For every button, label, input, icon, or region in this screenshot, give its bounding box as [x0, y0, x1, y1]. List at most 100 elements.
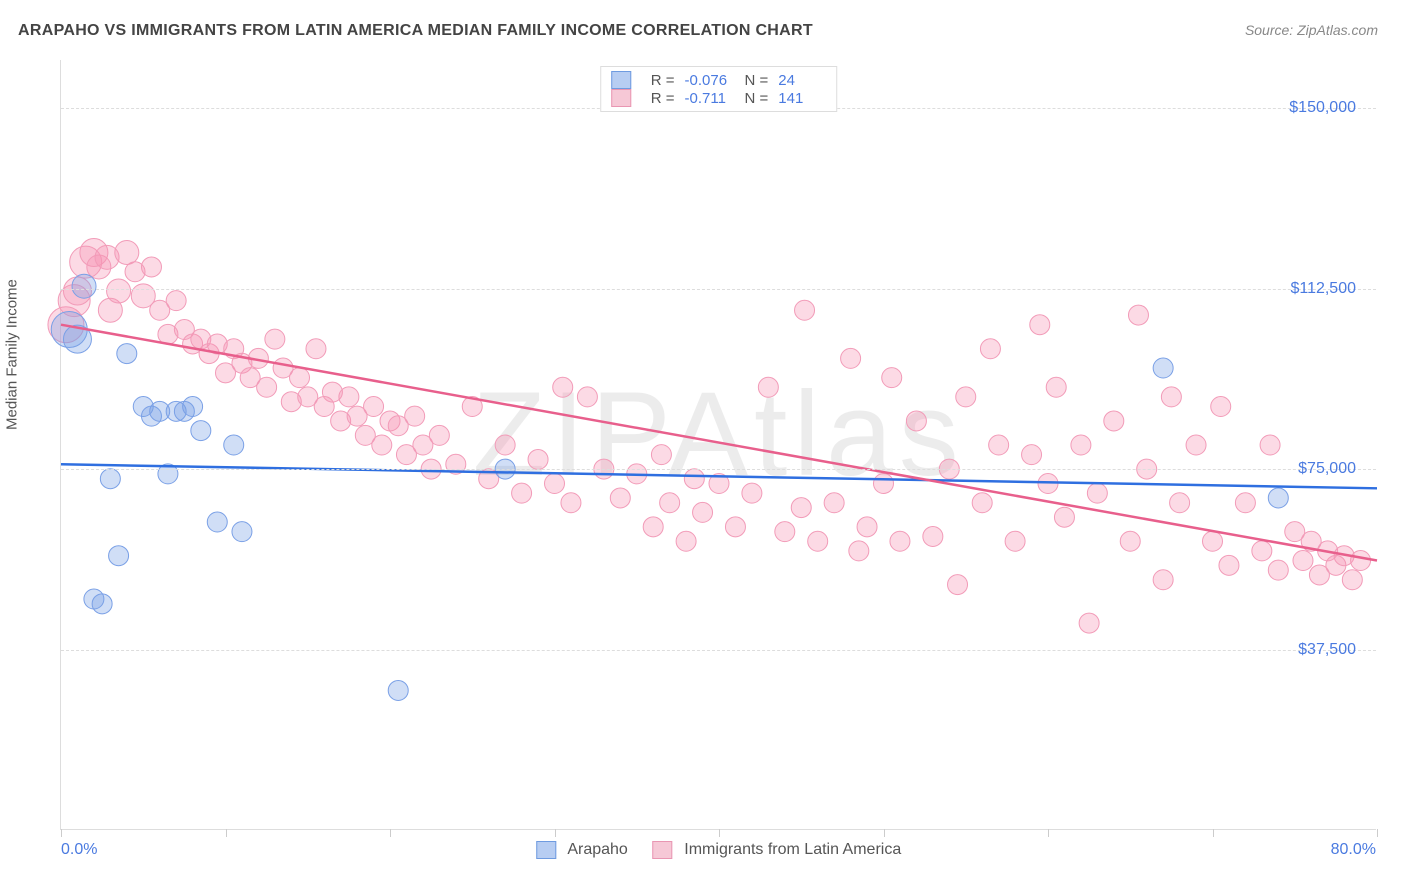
gridline [61, 289, 1376, 290]
data-point [388, 680, 408, 700]
data-point [1351, 551, 1371, 571]
data-point [92, 594, 112, 614]
data-point [1260, 435, 1280, 455]
data-point [989, 435, 1009, 455]
data-point [643, 517, 663, 537]
x-tick [390, 829, 391, 837]
chart-container: Median Family Income ZIPAtlas R = -0.076… [18, 60, 1388, 870]
data-point [265, 329, 285, 349]
data-point [1022, 445, 1042, 465]
data-point [372, 435, 392, 455]
data-point [758, 377, 778, 397]
x-tick [226, 829, 227, 837]
data-point [117, 344, 137, 364]
data-point [1203, 531, 1223, 551]
data-point [339, 387, 359, 407]
data-point [1071, 435, 1091, 455]
n-value-latinamerica: 141 [778, 90, 826, 107]
gridline [61, 650, 1376, 651]
data-point [1268, 488, 1288, 508]
data-point [980, 339, 1000, 359]
data-point [364, 397, 384, 417]
data-point [1153, 358, 1173, 378]
n-label: N = [745, 72, 769, 89]
data-point [956, 387, 976, 407]
legend-chip-latinamerica-icon [652, 841, 672, 859]
x-axis-min-label: 0.0% [61, 841, 97, 859]
source-attribution: Source: ZipAtlas.com [1245, 22, 1378, 38]
legend-item-latinamerica: Immigrants from Latin America [652, 841, 901, 859]
data-point [791, 498, 811, 518]
x-tick [884, 829, 885, 837]
data-point [1128, 305, 1148, 325]
x-axis-max-label: 80.0% [1331, 841, 1376, 859]
legend-row-arapaho: R = -0.076 N = 24 [611, 71, 827, 89]
data-point [1268, 560, 1288, 580]
data-point [1252, 541, 1272, 561]
data-point [207, 512, 227, 532]
data-point [1030, 315, 1050, 335]
data-point [115, 241, 139, 265]
data-point [651, 445, 671, 465]
data-point [972, 493, 992, 513]
data-point [775, 522, 795, 542]
legend-chip-arapaho-icon [536, 841, 556, 859]
data-point [545, 474, 565, 494]
data-point [1079, 613, 1099, 633]
x-tick [719, 829, 720, 837]
chart-title: ARAPAHO VS IMMIGRANTS FROM LATIN AMERICA… [18, 22, 813, 40]
data-point [1104, 411, 1124, 431]
x-tick [555, 829, 556, 837]
data-point [100, 469, 120, 489]
r-value-latinamerica: -0.711 [685, 90, 733, 107]
data-point [141, 257, 161, 277]
data-point [1005, 531, 1025, 551]
y-axis-label: Median Family Income [4, 279, 21, 430]
data-point [1153, 570, 1173, 590]
data-point [725, 517, 745, 537]
data-point [191, 421, 211, 441]
legend-item-arapaho: Arapaho [536, 841, 628, 859]
scatter-plot-svg [61, 60, 1376, 829]
data-point [1293, 551, 1313, 571]
data-point [1186, 435, 1206, 455]
data-point [824, 493, 844, 513]
data-point [923, 526, 943, 546]
data-point [1342, 570, 1362, 590]
y-tick-label: $37,500 [1298, 641, 1356, 659]
data-point [405, 406, 425, 426]
data-point [906, 411, 926, 431]
x-tick [61, 829, 62, 837]
correlation-legend: R = -0.076 N = 24 R = -0.711 N = 141 [600, 66, 838, 112]
legend-label-latinamerica: Immigrants from Latin America [684, 841, 901, 858]
plot-area: ZIPAtlas R = -0.076 N = 24 R = -0.711 N … [60, 60, 1376, 830]
data-point [849, 541, 869, 561]
data-point [1170, 493, 1190, 513]
n-label: N = [745, 90, 769, 107]
data-point [857, 517, 877, 537]
data-point [874, 474, 894, 494]
data-point [577, 387, 597, 407]
data-point [693, 502, 713, 522]
data-point [1211, 397, 1231, 417]
data-point [183, 397, 203, 417]
data-point [610, 488, 630, 508]
data-point [1120, 531, 1140, 551]
data-point [882, 368, 902, 388]
data-point [1087, 483, 1107, 503]
n-value-arapaho: 24 [778, 72, 826, 89]
data-point [109, 546, 129, 566]
x-tick [1377, 829, 1378, 837]
y-tick-label: $112,500 [1290, 280, 1356, 298]
data-point [512, 483, 532, 503]
data-point [948, 575, 968, 595]
r-label: R = [651, 72, 675, 89]
data-point [808, 531, 828, 551]
data-point [553, 377, 573, 397]
legend-row-latinamerica: R = -0.711 N = 141 [611, 89, 827, 107]
data-point [684, 469, 704, 489]
data-point [841, 348, 861, 368]
data-point [742, 483, 762, 503]
data-point [495, 435, 515, 455]
data-point [676, 531, 696, 551]
